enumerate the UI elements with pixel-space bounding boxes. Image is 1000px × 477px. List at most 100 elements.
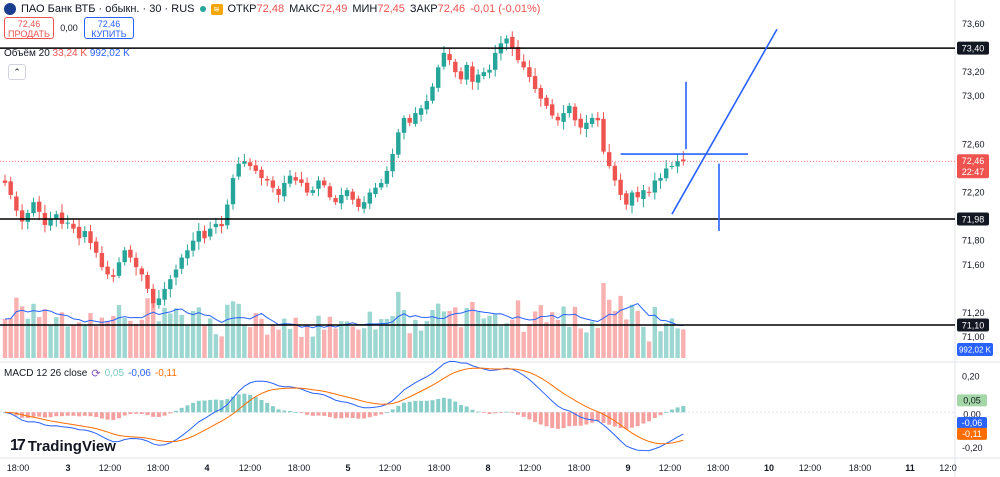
candle[interactable] [396,132,401,155]
candle[interactable] [373,187,378,195]
candle[interactable] [527,67,532,77]
buy-button[interactable]: 72,46 КУПИТЬ [84,17,134,39]
candle[interactable] [390,154,395,172]
candle[interactable] [430,86,435,101]
macd-refresh-icon[interactable]: ⟳ [91,368,101,380]
candle[interactable] [572,106,578,121]
candle[interactable] [133,257,139,268]
candle[interactable] [82,231,87,238]
candle[interactable] [675,161,680,167]
candle[interactable] [379,182,384,188]
candle[interactable] [196,231,201,242]
candle[interactable] [37,201,42,212]
candle[interactable] [361,202,367,209]
candle[interactable] [561,113,566,122]
candle[interactable] [65,222,70,224]
candle[interactable] [384,170,390,184]
candle[interactable] [447,54,452,61]
candle[interactable] [333,198,338,203]
candle[interactable] [504,38,509,44]
candle[interactable] [510,36,515,49]
candle[interactable] [293,177,298,181]
candle[interactable] [14,196,19,211]
candle[interactable] [612,165,618,181]
collapse-legend-button[interactable]: ⌃ [8,64,26,80]
candle[interactable] [344,190,350,197]
candle[interactable] [230,178,236,205]
candle[interactable] [287,175,293,184]
candle[interactable] [105,266,110,275]
candle[interactable] [253,165,258,171]
candle[interactable] [173,269,179,278]
candle[interactable] [247,162,253,167]
candle[interactable] [139,268,144,275]
candle[interactable] [208,228,213,237]
candle[interactable] [407,117,412,123]
candle[interactable] [236,163,241,177]
candle[interactable] [265,178,270,181]
candle[interactable] [59,212,65,224]
candle[interactable] [532,76,538,90]
candle[interactable] [350,191,355,200]
candle[interactable] [282,182,287,197]
candle[interactable] [664,168,669,179]
candle[interactable] [151,288,156,304]
candle[interactable] [584,122,589,130]
candle[interactable] [470,66,475,82]
candle[interactable] [2,180,8,183]
candle[interactable] [401,117,407,133]
candle[interactable] [538,88,543,99]
tradingview-logo[interactable]: 17 TradingView [10,437,116,455]
candle[interactable] [310,190,315,193]
candle[interactable] [94,241,99,253]
candle[interactable] [464,64,469,80]
candle[interactable] [629,192,635,206]
candle[interactable] [481,72,486,77]
candle[interactable] [156,298,162,306]
candle[interactable] [270,180,276,188]
candle[interactable] [31,202,36,214]
candle[interactable] [669,166,675,168]
candle[interactable] [213,223,219,228]
candle[interactable] [436,67,441,88]
candle[interactable] [259,169,264,179]
candle[interactable] [544,97,549,106]
candle[interactable] [658,178,663,181]
volume-legend[interactable]: Объём 20 33,24 K 992,02 K [4,48,130,59]
candle[interactable] [327,186,333,198]
triangle-support-line[interactable] [671,28,778,215]
macd-legend[interactable]: MACD 12 26 close ⟳ 0,05 -0,06 -0,11 [4,367,177,380]
candle[interactable] [487,69,492,73]
candle[interactable] [515,46,521,61]
candle[interactable] [458,71,464,80]
candle[interactable] [88,231,93,244]
candle[interactable] [521,61,526,68]
candle[interactable] [652,180,657,193]
candle[interactable] [550,104,555,116]
candle[interactable] [475,74,481,83]
candle[interactable] [356,198,361,207]
candle[interactable] [202,230,207,239]
candle[interactable] [624,193,629,205]
candle[interactable] [71,223,76,229]
candle[interactable] [225,204,230,226]
candle[interactable] [116,262,122,276]
candle[interactable] [493,52,498,70]
candle[interactable] [646,191,652,193]
candle[interactable] [54,214,59,219]
candle[interactable] [128,249,133,258]
candle[interactable] [242,161,247,164]
candle[interactable] [618,179,623,195]
candle[interactable] [635,192,640,198]
candle[interactable] [453,61,458,73]
candle[interactable] [418,108,424,115]
candle[interactable] [185,250,190,259]
candle[interactable] [304,182,310,193]
candle[interactable] [276,189,281,195]
candle[interactable] [578,118,583,128]
candle[interactable] [595,117,600,121]
candle[interactable] [8,181,13,195]
candle[interactable] [641,190,646,199]
candle[interactable] [219,223,224,227]
